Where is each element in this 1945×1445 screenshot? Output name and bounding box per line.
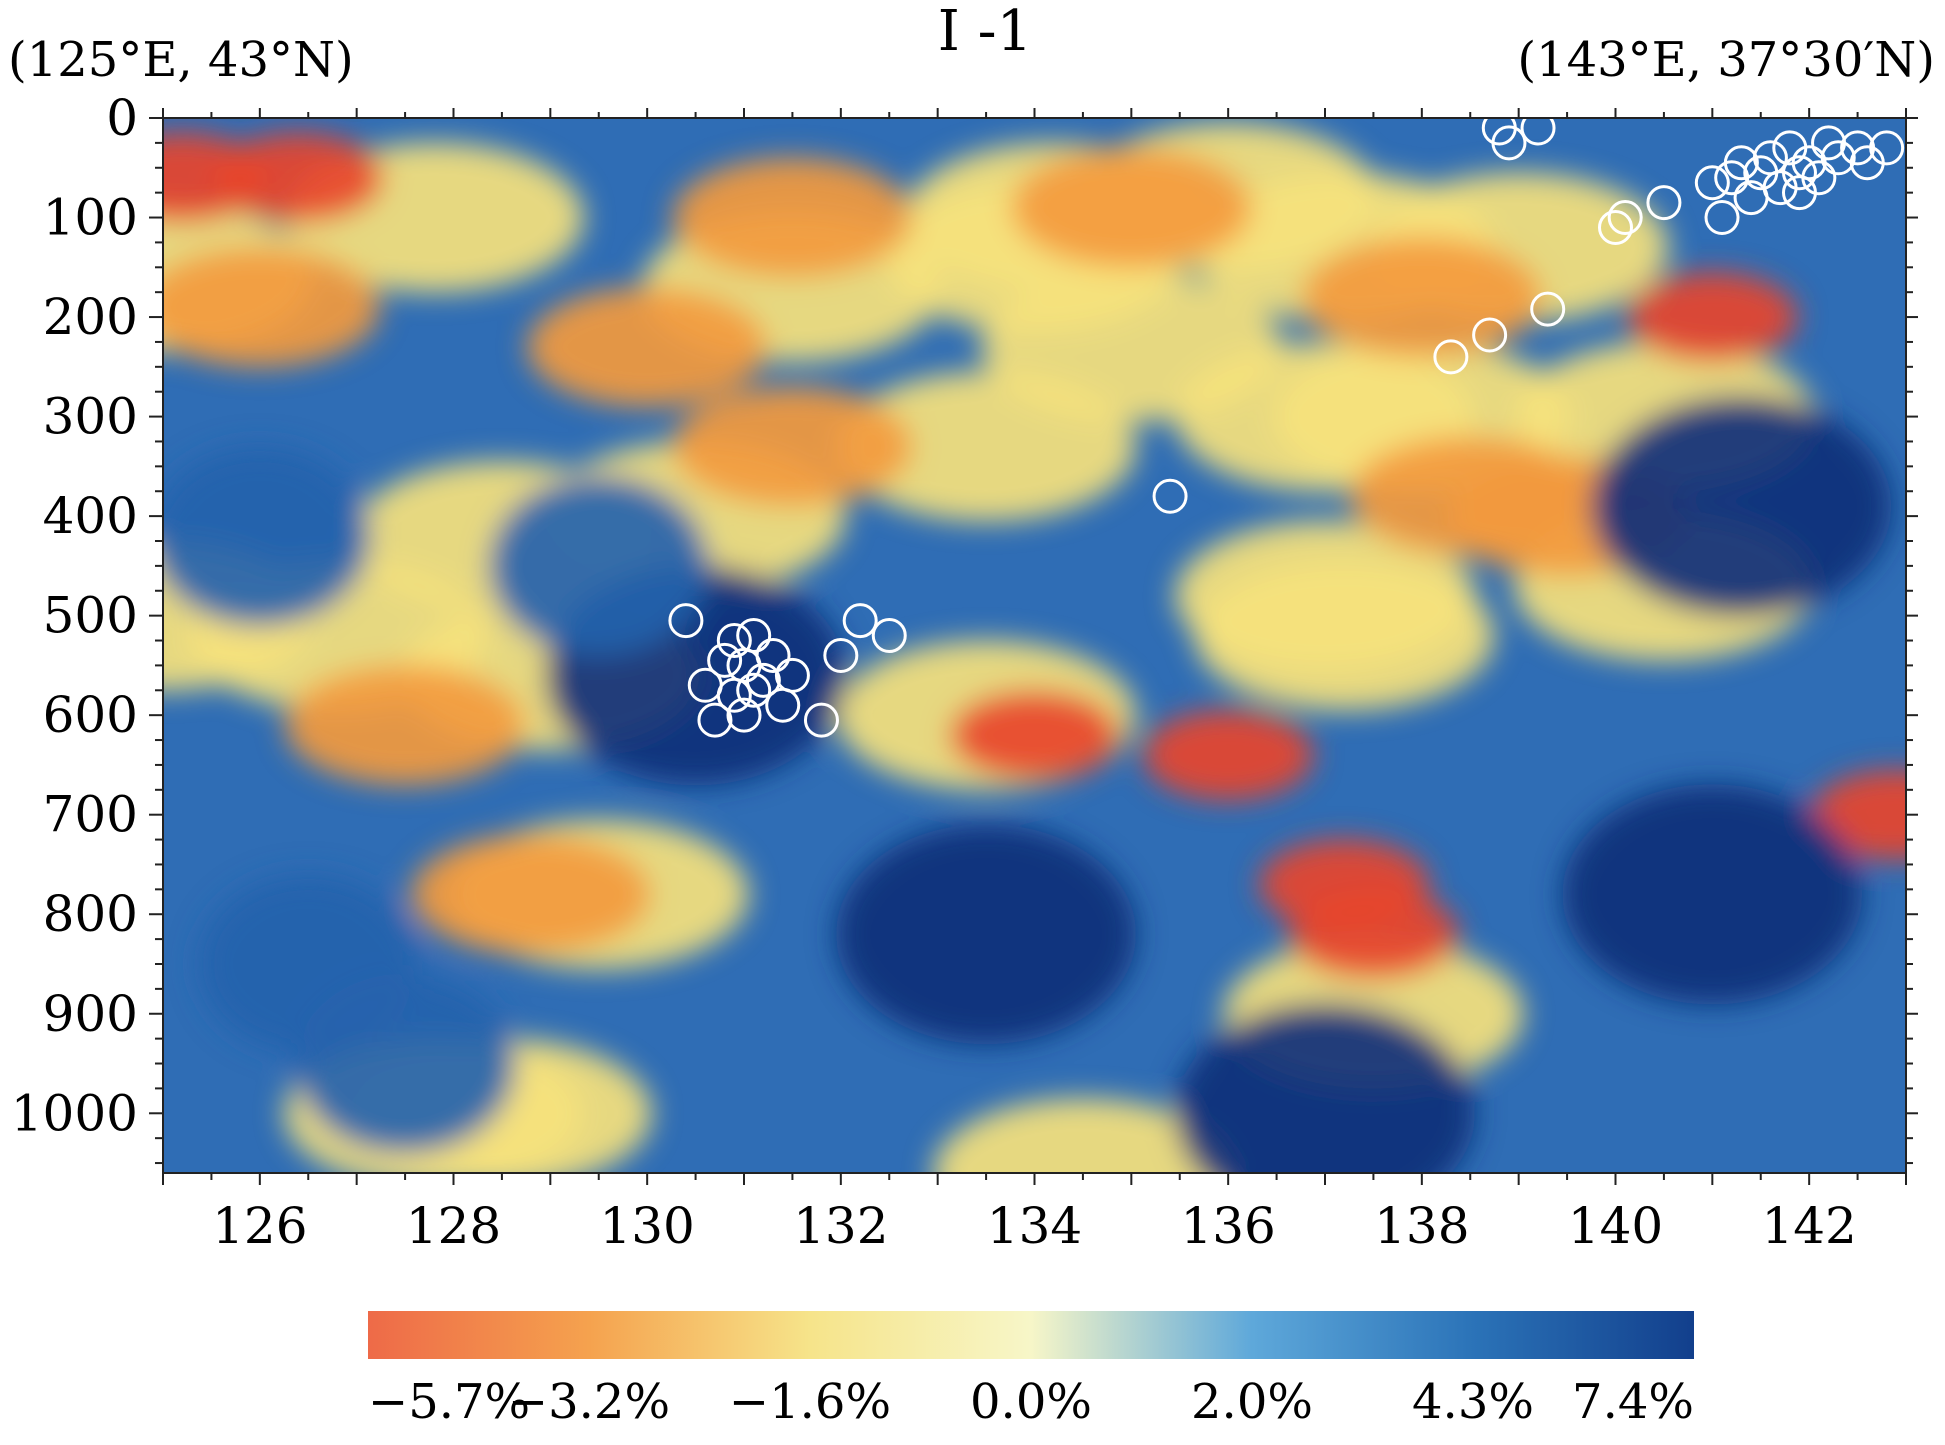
colorbar-label: 0.0%	[970, 1374, 1092, 1430]
anomaly-blob-strong-positive	[1591, 396, 1892, 617]
anomaly-blob-negative	[1301, 237, 1542, 358]
y-tick-label: 200	[43, 288, 138, 346]
anomaly-blob-negative	[410, 834, 651, 955]
earthquake-marker	[1694, 165, 1730, 201]
x-tick-label: 138	[1374, 1197, 1469, 1255]
earthquake-marker	[716, 623, 752, 659]
anomaly-blob-negative	[672, 157, 913, 278]
anomaly-blob-positive	[295, 973, 516, 1154]
anomaly-blob-negative	[527, 286, 768, 407]
anomaly-blob-strong-positive	[1562, 784, 1863, 1005]
earthquake-marker	[1869, 130, 1905, 166]
anomaly-blob-weak-negative	[932, 1098, 1233, 1173]
y-tick-label: 700	[43, 786, 138, 844]
anomaly-blob-strong-negative	[1627, 272, 1798, 363]
x-axis: 126 128 130 132 134 136 138 140 142	[162, 108, 1907, 1255]
anomaly-blob-negative	[163, 247, 380, 368]
earthquake-marker	[1781, 175, 1817, 211]
earthquake-marker	[1607, 200, 1643, 236]
colorbar-label: 2.0%	[1191, 1374, 1313, 1430]
y-tick-label: 1000	[11, 1084, 138, 1142]
earthquake-marker	[1491, 125, 1527, 161]
earthquake-marker	[803, 702, 839, 738]
earthquake-marker	[1433, 339, 1469, 375]
earthquake-marker	[745, 662, 781, 698]
earthquake-marker	[697, 702, 733, 738]
y-tick-label: 900	[43, 985, 138, 1043]
anomaly-blob-positive	[163, 446, 370, 626]
earthquake-marker	[1781, 155, 1817, 191]
anomaly-blob-strong-negative	[1143, 709, 1314, 800]
left-endpoint-label: (125°E, 43°N)	[8, 32, 354, 88]
colorbar-ramp	[368, 1311, 1694, 1359]
earthquake-marker	[668, 603, 704, 639]
earthquake-marker	[1152, 478, 1188, 514]
anomaly-blob-strong-negative	[1288, 889, 1459, 980]
earthquake-marker	[1646, 185, 1682, 221]
colorbar-label: −5.7%	[368, 1374, 530, 1430]
anomaly-blob-weak-negative	[1194, 560, 1495, 711]
anomaly-blob-negative	[1011, 147, 1252, 268]
earthquake-marker	[755, 637, 791, 673]
anomaly-blob-negative	[285, 665, 526, 786]
earthquake-marker	[1598, 209, 1633, 245]
earthquake-marker	[716, 677, 752, 713]
colorbar-label: −3.2%	[508, 1374, 670, 1430]
earthquake-marker	[726, 697, 762, 733]
anomaly-blob-negative	[672, 386, 913, 507]
earthquake-marker	[736, 672, 772, 708]
earthquake-marker	[823, 637, 859, 673]
colorbar-label: −1.6%	[729, 1374, 891, 1430]
plot-area	[163, 118, 1906, 1173]
chart-title: I -1	[938, 0, 1032, 64]
y-tick-label: 100	[43, 189, 138, 247]
earthquake-marker	[1704, 200, 1740, 236]
y-tick-label: 400	[43, 487, 138, 545]
x-tick-label: 140	[1568, 1197, 1663, 1255]
earthquake-marker	[1820, 140, 1856, 176]
y-tick-label: 0	[106, 89, 138, 147]
earthquake-marker	[1714, 160, 1750, 196]
earthquake-marker	[1520, 118, 1556, 146]
colorbar: −5.7%−3.2% −1.6% 0.0% 2.0% 4.3% 7.4%	[368, 1311, 1694, 1430]
earthquake-marker	[1472, 317, 1508, 353]
y-tick-label: 300	[43, 388, 138, 446]
x-tick-label: 126	[212, 1197, 307, 1255]
anomaly-blob-strong-negative	[949, 690, 1120, 781]
earthquake-marker	[842, 603, 878, 639]
earthquake-marker	[765, 687, 801, 723]
earthquake-marker	[707, 642, 743, 678]
earthquake-marker	[871, 618, 907, 654]
x-tick-label: 132	[793, 1197, 888, 1255]
earthquake-marker	[1530, 291, 1566, 327]
x-tick-label: 136	[1180, 1197, 1275, 1255]
y-tick-label: 800	[43, 885, 138, 943]
earthquake-hypocenters	[668, 118, 1905, 738]
colorbar-label: 4.3%	[1412, 1374, 1534, 1430]
y-tick-label: 500	[43, 587, 138, 645]
x-tick-label: 134	[987, 1197, 1082, 1255]
anomaly-blob-positive	[488, 475, 709, 656]
anomaly-blob-weak-negative	[836, 371, 1137, 522]
anomaly-blob-strong-negative	[213, 132, 384, 223]
anomaly-blob-strong-positive	[836, 824, 1137, 1045]
x-tick-label: 128	[406, 1197, 501, 1255]
y-tick-label: 600	[43, 686, 138, 744]
x-tick-label: 130	[599, 1197, 694, 1255]
y-axis: 0 100 200 300 400 500 600 700 800 900 1000	[11, 89, 1918, 1165]
velocity-anomaly-field	[163, 122, 1906, 1173]
right-endpoint-label: (143°E, 37°30′N)	[1517, 32, 1935, 88]
anomaly-blob-strong-positive	[1175, 1003, 1475, 1173]
x-tick-label: 142	[1761, 1197, 1856, 1255]
colorbar-label: 7.4%	[1572, 1374, 1694, 1430]
